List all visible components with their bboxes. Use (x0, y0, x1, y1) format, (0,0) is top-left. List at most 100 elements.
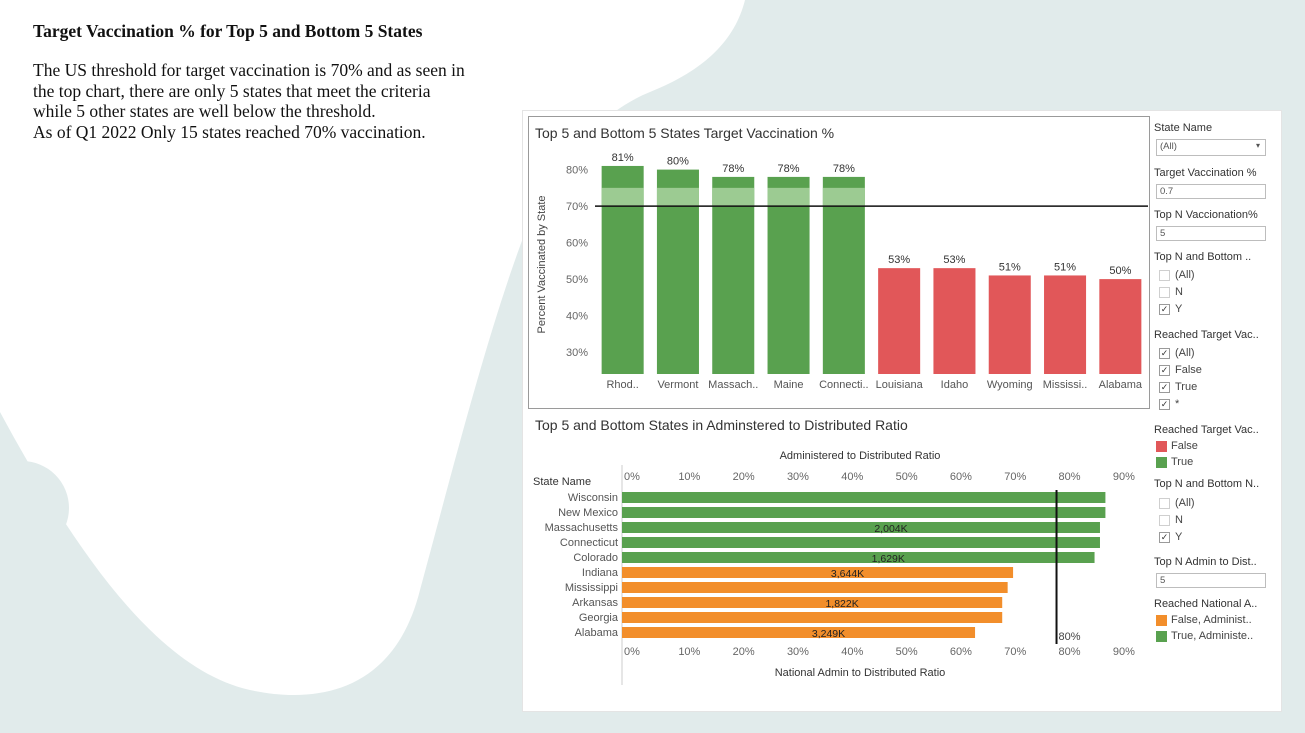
y-tick-label: 50% (566, 274, 588, 286)
x-tick-label: 40% (841, 471, 863, 483)
y-tick-label: 30% (566, 347, 588, 359)
target-vacc-input[interactable]: 0.7 (1156, 184, 1266, 199)
checkbox-y[interactable]: ✓ (1159, 304, 1170, 315)
checkbox-false[interactable]: ✓ (1159, 365, 1170, 376)
data-label: 78% (722, 163, 744, 175)
row-label: Arkansas (572, 597, 618, 609)
row-label: Mississippi (565, 582, 618, 594)
row-label: Indiana (582, 567, 619, 579)
top-n-admin-input[interactable]: 5 (1156, 573, 1266, 588)
y-tick-label: 80% (566, 165, 588, 177)
row-label: Colorado (573, 552, 618, 564)
bar (622, 612, 1003, 623)
checkbox-all[interactable] (1159, 270, 1170, 281)
description-line: The US threshold for target vaccination … (33, 60, 465, 80)
data-label: 1,629K (872, 553, 905, 565)
dashboard-container (522, 110, 1282, 712)
state-name-value: (All) (1160, 141, 1177, 152)
legend-swatch-true (1156, 457, 1167, 468)
y-tick-label: 60% (566, 238, 588, 250)
x-tick-label: 40% (841, 646, 863, 658)
checkbox-true[interactable]: ✓ (1159, 382, 1170, 393)
row-label: Connecticut (560, 537, 618, 549)
bar (622, 597, 1003, 608)
checkbox-label: False (1175, 364, 1202, 376)
x-tick-label: Idaho (941, 379, 969, 391)
legend-swatch-true (1156, 631, 1167, 642)
row-label: Massachusetts (545, 522, 619, 534)
legend-label: True, Administe.. (1171, 630, 1254, 642)
x-tick-label: Rhod.. (606, 379, 638, 391)
legend-label: True (1171, 456, 1194, 468)
target-band (712, 187, 755, 207)
top-n-vacc-input[interactable]: 5 (1156, 226, 1266, 241)
color-legend-1-label: Reached Target Vac.. (1154, 424, 1259, 436)
admin-ratio-bar-chart: Administered to Distributed Ratio Nationa… (533, 450, 1135, 685)
dropdown-arrow-icon: ▾ (1255, 141, 1260, 150)
top-axis-label: Administered to Distributed Ratio (780, 450, 941, 462)
checkbox-label: * (1175, 398, 1180, 410)
x-tick-label: Alabama (1099, 379, 1143, 391)
legend-swatch-false (1156, 615, 1167, 626)
x-tick-label: Connecti.. (819, 379, 869, 391)
bar (622, 582, 1008, 593)
x-tick-label: 90% (1113, 471, 1135, 483)
x-tick-label: Wyoming (987, 379, 1033, 391)
color-legend-2-label: Reached National A.. (1154, 598, 1258, 610)
data-label: 81% (612, 152, 634, 164)
row-label: Wisconsin (568, 492, 618, 504)
reference-line-label: 80% (1059, 631, 1081, 643)
checkbox-y[interactable]: ✓ (1159, 532, 1170, 543)
checkbox-null[interactable]: ✓ (1159, 399, 1170, 410)
check-icon: ✓ (1160, 382, 1169, 392)
top-n-vacc-param-label: Top N Vaccionation% (1154, 209, 1258, 221)
target-band (822, 187, 865, 207)
check-icon: ✓ (1160, 532, 1169, 542)
top-chart-panel (528, 116, 1150, 409)
bar (878, 268, 921, 374)
top-n-admin-param-label: Top N Admin to Dist.. (1154, 556, 1257, 568)
data-label: 2,004K (874, 523, 907, 535)
checkbox-label: Y (1175, 303, 1183, 315)
bar (767, 176, 810, 374)
state-name-dropdown[interactable]: (All) ▾ (1156, 139, 1266, 156)
x-tick-label: 90% (1113, 646, 1135, 658)
x-tick-label: 50% (896, 471, 918, 483)
legend-swatch-false (1156, 441, 1167, 452)
bar (622, 522, 1100, 533)
data-label: 80% (667, 156, 689, 168)
reached-target-filter-label: Reached Target Vac.. (1154, 329, 1259, 341)
data-label: 51% (1054, 261, 1076, 273)
bar (622, 552, 1095, 563)
x-tick-label: Maine (774, 379, 804, 391)
checkbox-label: N (1175, 514, 1183, 526)
bar (622, 537, 1100, 548)
data-label: 1,822K (825, 598, 858, 610)
x-tick-label: 0% (624, 646, 640, 658)
y-tick-label: 40% (566, 311, 588, 323)
x-tick-label: 30% (787, 646, 809, 658)
row-label: Georgia (579, 612, 619, 624)
target-band (601, 187, 644, 207)
description-line: while 5 other states are well below the … (33, 101, 376, 121)
checkbox-all[interactable] (1159, 498, 1170, 509)
bar (622, 507, 1106, 518)
checkbox-n[interactable] (1159, 287, 1170, 298)
check-icon: ✓ (1160, 399, 1169, 409)
x-tick-label: Louisiana (876, 379, 924, 391)
x-tick-label: 60% (950, 646, 972, 658)
bar (1044, 275, 1087, 374)
bar (822, 176, 865, 374)
description-line: the top chart, there are only 5 states t… (33, 80, 431, 101)
state-name-filter-label: State Name (1154, 122, 1213, 134)
checkbox-all[interactable]: ✓ (1159, 348, 1170, 359)
x-tick-label: Massach.. (708, 379, 758, 391)
legend-label: False (1171, 440, 1198, 452)
x-tick-label: Mississi.. (1043, 379, 1088, 391)
checkbox-label: (All) (1175, 269, 1195, 281)
bar (622, 567, 1014, 578)
checkbox-n[interactable] (1159, 515, 1170, 526)
bar (622, 492, 1106, 503)
data-label: 3,644K (831, 568, 864, 580)
